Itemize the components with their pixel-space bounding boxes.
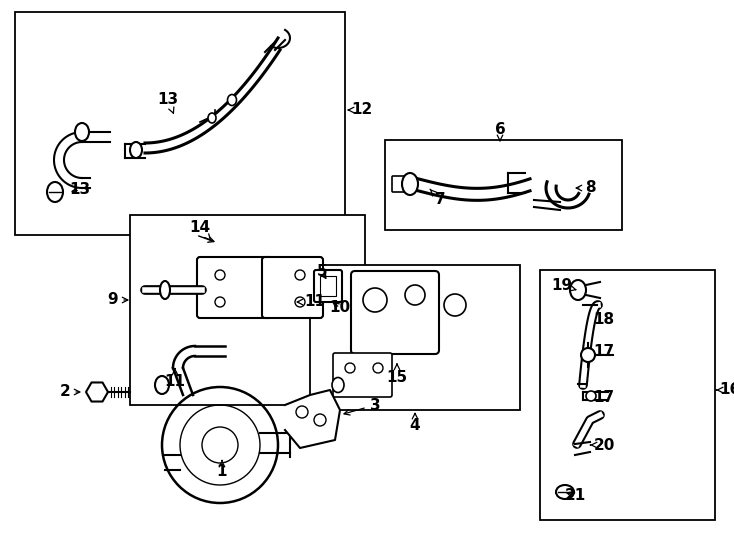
Ellipse shape [160,281,170,299]
FancyBboxPatch shape [197,257,273,318]
Polygon shape [285,390,340,448]
Text: 10: 10 [330,300,351,315]
FancyBboxPatch shape [333,353,392,397]
Text: 15: 15 [386,364,407,386]
Ellipse shape [155,376,169,394]
Text: 20: 20 [590,437,614,453]
Bar [385,140,622,230]
FancyBboxPatch shape [351,271,439,354]
Text: 14: 14 [189,220,211,240]
Text: 9: 9 [108,293,128,307]
Text: 21: 21 [564,488,586,503]
Text: 18: 18 [593,313,614,327]
Ellipse shape [47,182,63,202]
Ellipse shape [586,391,596,401]
Text: 17: 17 [593,389,614,404]
Text: 1: 1 [217,461,228,478]
Text: 3: 3 [344,397,380,415]
Polygon shape [86,382,108,402]
Ellipse shape [570,280,586,300]
Bar [130,215,365,405]
Text: 11: 11 [297,294,325,309]
FancyBboxPatch shape [262,257,323,318]
Ellipse shape [332,377,344,393]
Text: 4: 4 [410,414,421,433]
FancyBboxPatch shape [392,176,412,192]
Bar [540,270,715,520]
Bar [15,12,345,235]
Ellipse shape [208,113,216,123]
Ellipse shape [402,173,418,195]
Text: 16: 16 [716,382,734,397]
Text: 11: 11 [164,369,186,389]
Bar [320,276,336,296]
Text: 13: 13 [157,92,178,113]
Ellipse shape [75,123,89,141]
Text: 19: 19 [551,279,576,294]
Text: 13: 13 [70,183,90,198]
Text: 7: 7 [430,189,446,207]
Ellipse shape [130,142,142,158]
Text: 12: 12 [348,103,373,118]
Text: 6: 6 [495,123,506,141]
Ellipse shape [581,348,595,362]
Bar [310,265,520,410]
Text: 2: 2 [59,384,80,400]
FancyBboxPatch shape [314,270,342,302]
Ellipse shape [228,94,236,105]
Text: 5: 5 [316,265,327,280]
Ellipse shape [556,485,574,499]
Text: 8: 8 [576,180,595,195]
Text: 17: 17 [593,345,614,360]
